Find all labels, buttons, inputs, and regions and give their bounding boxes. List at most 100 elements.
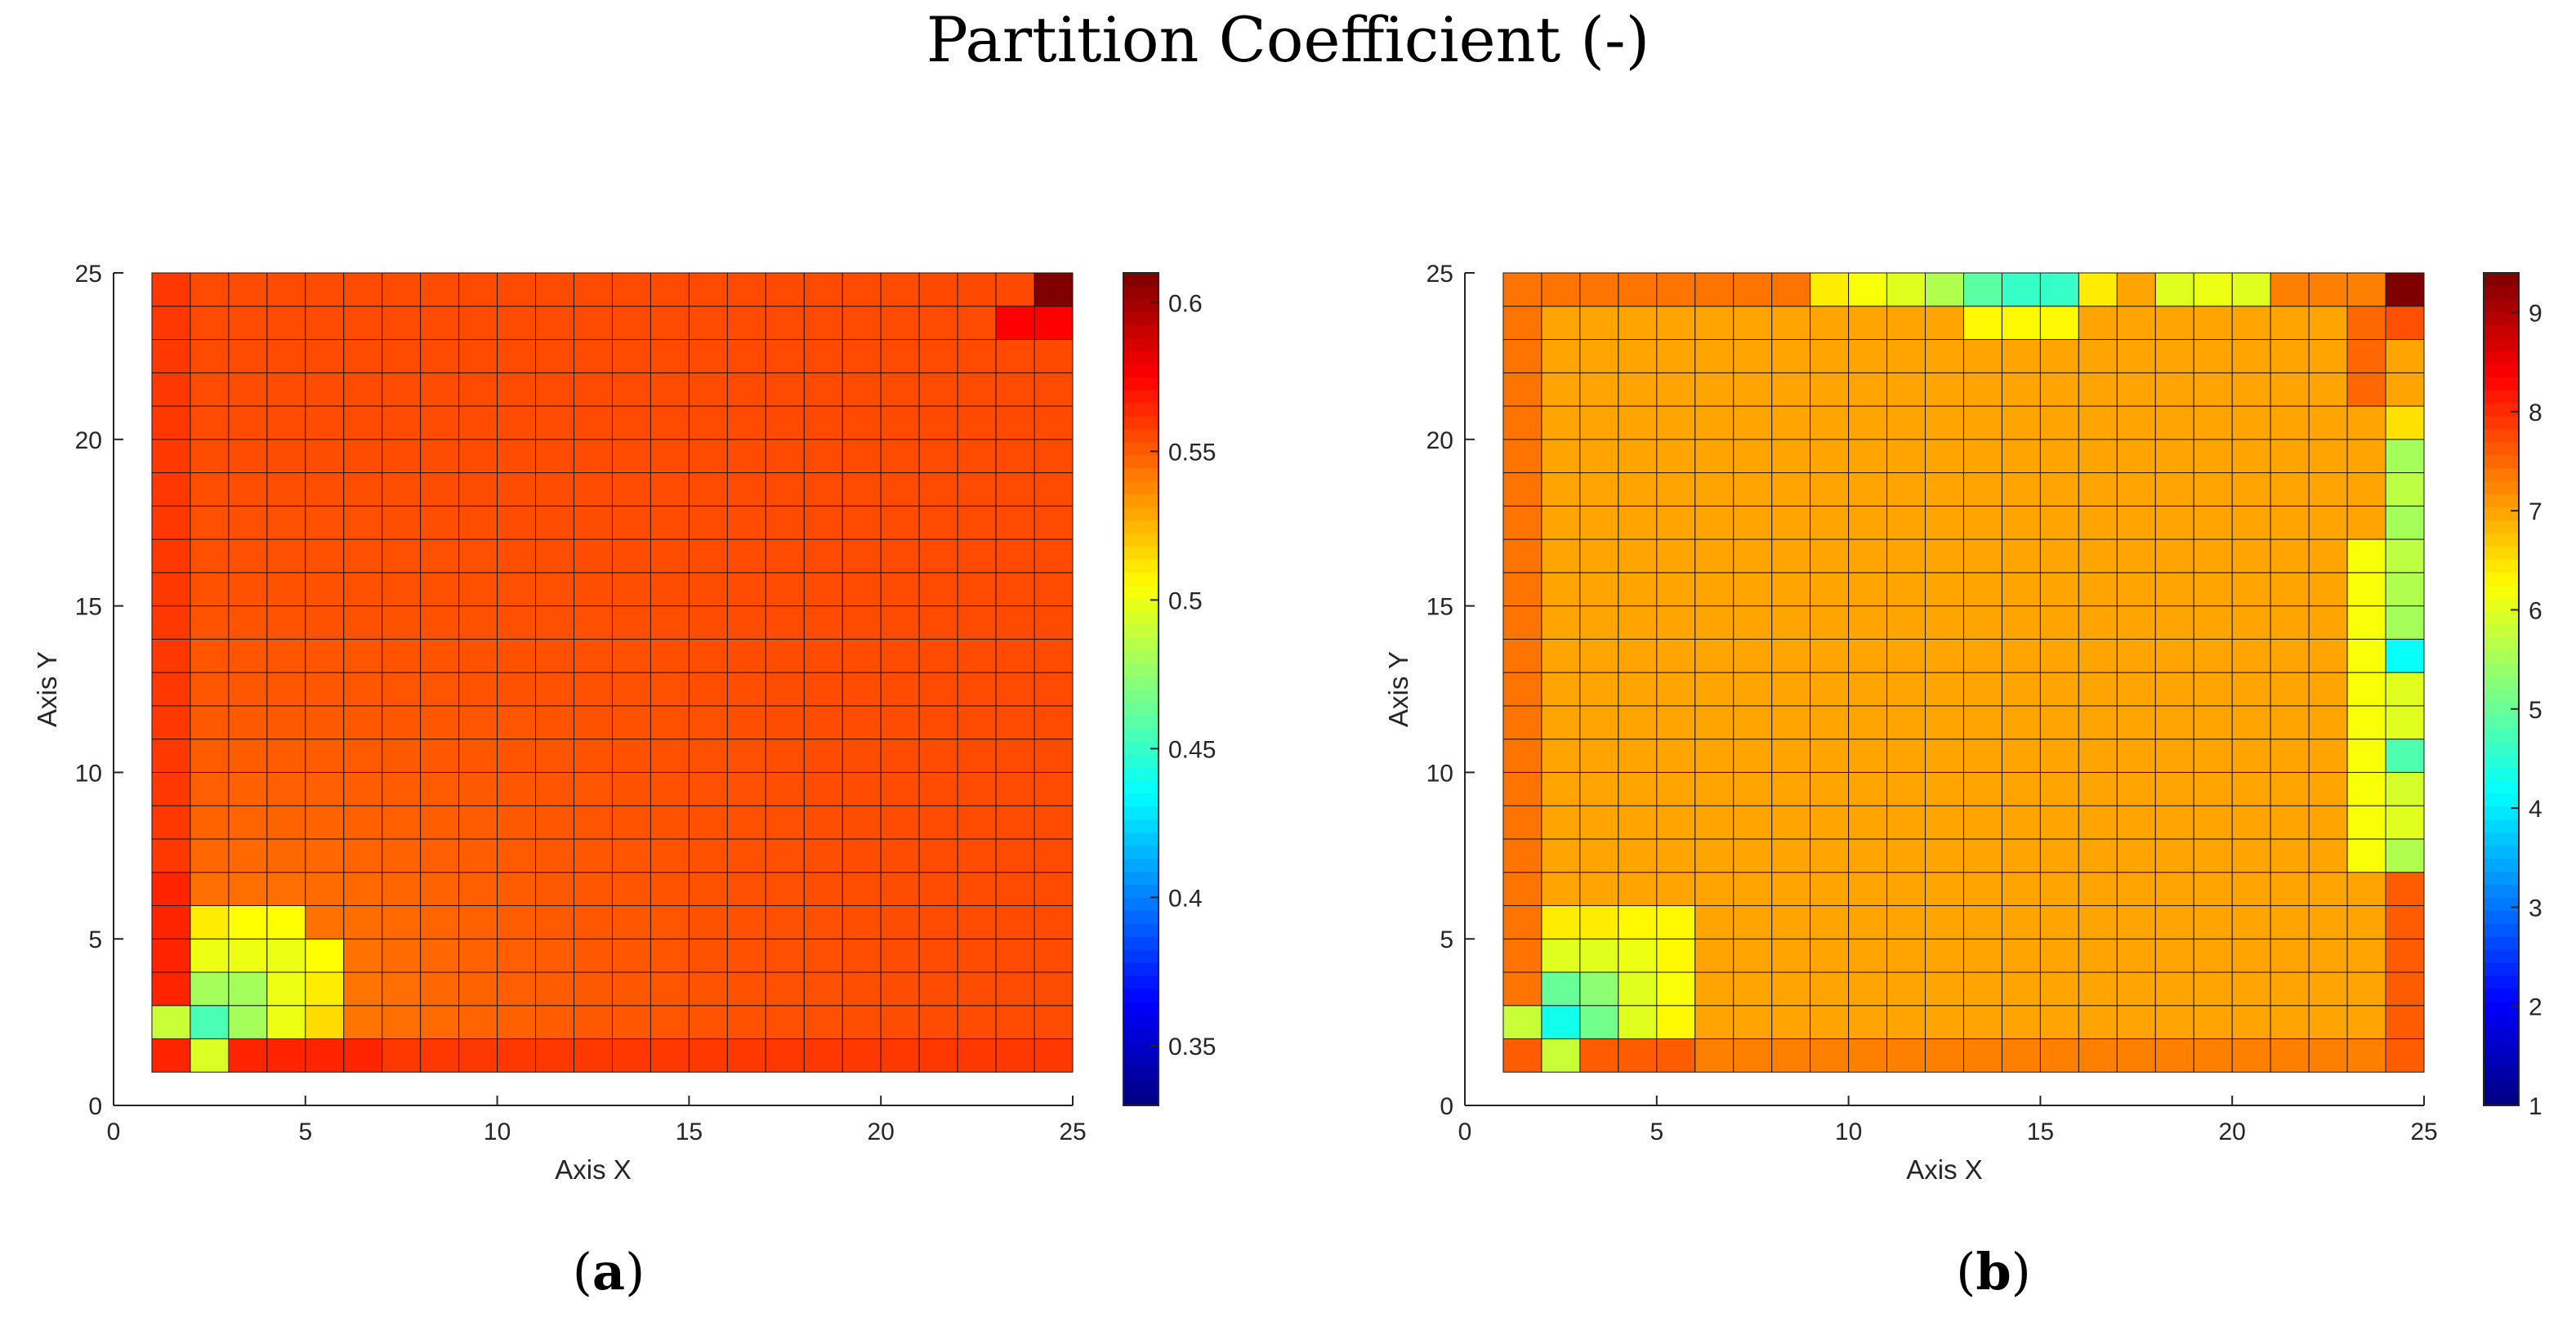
panel-letter-a: a <box>592 1242 626 1302</box>
heatmap-cell <box>726 771 766 806</box>
heatmap-cell <box>880 372 920 407</box>
heatmap-cell <box>611 472 651 507</box>
colorbar: 1 2 3 4 5 6 7 8 9 <box>2483 272 2543 1120</box>
heatmap-cell <box>688 771 728 806</box>
heatmap-cell <box>650 805 690 840</box>
heatmap-cell <box>2039 538 2079 574</box>
heatmap-cell <box>535 306 575 341</box>
x-tick-label: 20 <box>868 1118 895 1145</box>
heatmap-cell <box>880 705 920 740</box>
x-tick-label: 0 <box>107 1118 121 1145</box>
heatmap-cell <box>1618 472 1658 507</box>
heatmap-cell <box>1886 572 1926 607</box>
colorbar-segment <box>2484 546 2519 560</box>
heatmap-cell <box>995 1038 1035 1073</box>
heatmap-cell <box>1618 705 1658 740</box>
colorbar-segment <box>2484 962 2519 976</box>
colorbar-tick-label: 0.35 <box>1168 1034 1216 1060</box>
heatmap-cell <box>497 705 537 740</box>
heatmap-cell <box>497 272 537 307</box>
heatmap-cell <box>1034 971 1074 1007</box>
heatmap-cell <box>2346 1038 2386 1073</box>
heatmap-cell <box>880 472 920 507</box>
heatmap-cell <box>1848 971 1888 1007</box>
heatmap-cell <box>842 904 882 940</box>
colorbar-segment <box>1123 610 1159 625</box>
heatmap-cell <box>2308 771 2348 806</box>
heatmap-cell <box>1579 672 1619 707</box>
heatmap-cell <box>995 439 1035 474</box>
heatmap-cell <box>458 1038 498 1073</box>
heatmap-cell <box>1502 739 1542 773</box>
colorbar-segment <box>2484 480 2519 495</box>
colorbar-segment <box>2484 533 2519 547</box>
heatmap-cell <box>190 505 230 540</box>
heatmap-cell <box>151 838 191 873</box>
heatmap-cell <box>305 505 345 540</box>
heatmap-cell <box>1579 306 1619 341</box>
heatmap-cell <box>1579 938 1619 973</box>
heatmap-cell <box>574 605 613 640</box>
heatmap-cell <box>2154 439 2194 474</box>
heatmap-cell <box>574 339 613 373</box>
heatmap-cell <box>688 405 728 440</box>
heatmap-cell <box>2039 605 2079 640</box>
heatmap-cell <box>420 605 460 640</box>
heatmap-cell <box>420 1005 460 1039</box>
colorbar-segment <box>2484 1066 2519 1080</box>
heatmap-cell <box>995 505 1035 540</box>
heatmap-cell <box>2078 938 2118 973</box>
heatmap-cell <box>2001 505 2041 540</box>
heatmap-cell <box>688 638 728 673</box>
heatmap-cell <box>151 272 191 307</box>
heatmap-cell <box>1034 771 1074 806</box>
heatmap-cell <box>1962 505 2002 540</box>
heatmap-cell <box>190 1005 230 1039</box>
heatmap-cell <box>458 505 498 540</box>
heatmap-cell <box>151 672 191 707</box>
heatmap-cell <box>1810 306 1850 341</box>
colorbar-segment <box>1123 858 1159 873</box>
y-tick-label: 10 <box>75 760 102 787</box>
colorbar-segment <box>1123 585 1159 599</box>
heatmap-cell <box>726 339 766 373</box>
heatmap-cell <box>2001 605 2041 640</box>
colorbar-segment <box>2484 520 2519 534</box>
heatmap-cell <box>765 306 805 341</box>
heatmap-cell <box>803 372 843 407</box>
colorbar-segment <box>1123 285 1159 300</box>
heatmap-cell <box>2308 505 2348 540</box>
colorbar-segment <box>1123 403 1159 417</box>
colorbar-segment <box>2484 610 2519 625</box>
heatmap-cell <box>2154 739 2194 773</box>
heatmap-cell <box>343 439 383 474</box>
heatmap-cell <box>2231 638 2271 673</box>
heatmap-cell <box>1034 805 1074 840</box>
colorbar-segment <box>2484 728 2519 742</box>
heatmap-cell <box>2039 672 2079 707</box>
heatmap-cell <box>1502 1005 1542 1039</box>
colorbar-segment <box>2484 845 2519 859</box>
heatmap-cell <box>1656 572 1696 607</box>
colorbar-tick-label: 2 <box>2529 994 2543 1021</box>
heatmap-cell <box>1810 1038 1850 1073</box>
heatmap-cell <box>1034 739 1074 773</box>
heatmap-cell <box>880 805 920 840</box>
heatmap-cell <box>151 405 191 440</box>
heatmap-cell <box>2078 272 2118 307</box>
heatmap-cell <box>2308 1005 2348 1039</box>
heatmap-cell <box>382 838 422 873</box>
heatmap-cell <box>2270 538 2310 574</box>
heatmap-cell <box>1925 938 1964 973</box>
heatmap-cell <box>842 405 882 440</box>
heatmap-cell <box>2154 538 2194 574</box>
heatmap-cell <box>1886 705 1926 740</box>
heatmap-cell <box>1886 472 1926 507</box>
heatmap-cell <box>228 1005 268 1039</box>
heatmap-cell <box>2039 705 2079 740</box>
heatmap-cell <box>880 904 920 940</box>
heatmap-cell <box>1579 872 1619 906</box>
heatmap-cell <box>995 605 1035 640</box>
heatmap-cell <box>650 638 690 673</box>
